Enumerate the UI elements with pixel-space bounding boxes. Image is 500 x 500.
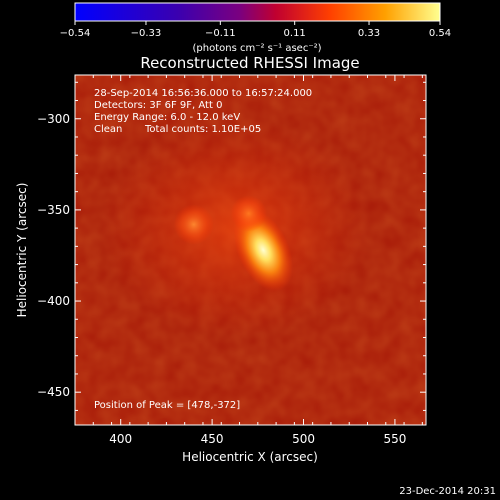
y-tick-label: −400 <box>37 294 70 308</box>
colorbar-gradient <box>74 2 441 22</box>
colorbar-tick-label: 0.33 <box>358 28 380 39</box>
colorbar-tick-label: 0.54 <box>429 28 451 39</box>
colorbar-tick-label: −0.54 <box>60 28 91 39</box>
heatmap-source <box>230 195 267 232</box>
colorbar-tick-label: 0.11 <box>284 28 306 39</box>
axis-ticks: 400 450 500 550 −300 −350 −400 −450 <box>37 75 426 446</box>
y-tick-label: −300 <box>37 112 70 126</box>
x-tick-label: 550 <box>383 432 406 446</box>
plot-frame <box>74 74 427 426</box>
colorbar-tick-label: −0.11 <box>205 28 236 39</box>
x-tick-label: 400 <box>109 432 132 446</box>
info-method: Clean <box>94 124 122 135</box>
x-axis-label: Heliocentric X (arcsec) <box>182 450 318 464</box>
info-energy: Energy Range: 6.0 - 12.0 keV <box>94 112 240 123</box>
x-tick-label: 500 <box>292 432 315 446</box>
colorbar-tick-label: −0.33 <box>131 28 162 39</box>
info-block: 28-Sep-2014 16:56:36.000 to 16:57:24.000… <box>94 88 312 411</box>
footer-date: 23-Dec-2014 20:31 <box>399 486 496 497</box>
colorbar: −0.54 −0.33 −0.11 0.11 0.33 0.54 (photons cm⁻… <box>60 2 451 54</box>
heatmap-image <box>75 75 426 425</box>
y-tick-label: −450 <box>37 385 70 399</box>
heatmap-source <box>173 204 214 245</box>
x-tick-label: 450 <box>201 432 224 446</box>
info-detectors: Detectors: 3F 6F 9F, Att 0 <box>94 100 222 111</box>
info-time-range: 28-Sep-2014 16:56:36.000 to 16:57:24.000 <box>94 88 312 99</box>
heatmap-sources <box>98 118 373 338</box>
colorbar-unit-label: (photons cm⁻² s⁻¹ asec⁻²) <box>192 43 321 54</box>
y-axis-label: Heliocentric Y (arcsec) <box>15 183 29 318</box>
colorbar-ticks: −0.54 −0.33 −0.11 0.11 0.33 0.54 <box>60 21 451 39</box>
y-tick-label: −350 <box>37 203 70 217</box>
chart-title: Reconstructed RHESSI Image <box>140 54 359 72</box>
peak-position-label: Position of Peak = [478,-372] <box>94 400 240 411</box>
info-counts: Total counts: 1.10E+05 <box>144 124 261 135</box>
